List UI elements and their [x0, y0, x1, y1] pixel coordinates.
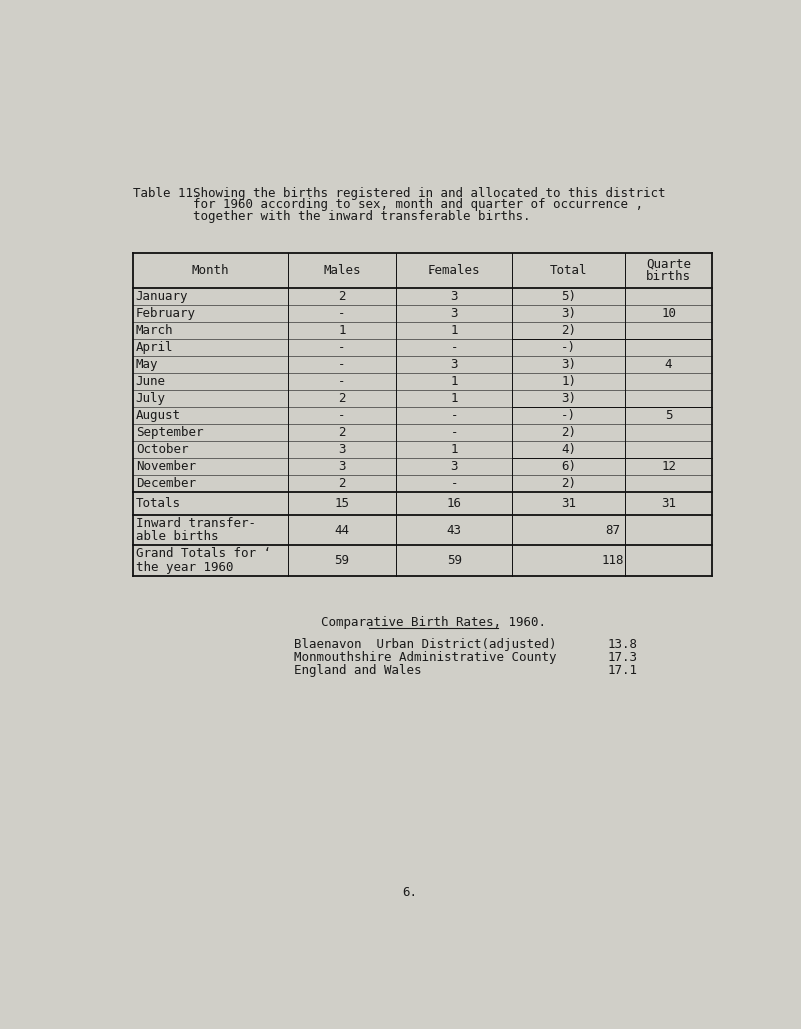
Text: 31: 31	[661, 497, 676, 509]
Text: 4): 4)	[562, 442, 576, 456]
Text: March: March	[136, 324, 173, 338]
Text: January: January	[136, 290, 188, 304]
Text: Monmouthshire Administrative County: Monmouthshire Administrative County	[294, 651, 557, 664]
Text: the year 1960: the year 1960	[136, 561, 233, 574]
Text: 15: 15	[335, 497, 349, 509]
Text: 2): 2)	[562, 476, 576, 490]
Text: 5: 5	[665, 409, 672, 422]
Text: able births: able births	[136, 531, 219, 543]
Text: June: June	[136, 375, 166, 388]
Text: 3: 3	[450, 290, 458, 304]
Text: 5): 5)	[562, 290, 576, 304]
Text: 1: 1	[338, 324, 346, 338]
Text: -: -	[450, 476, 458, 490]
Text: 59: 59	[447, 555, 462, 567]
Text: 10: 10	[661, 308, 676, 320]
Text: 2: 2	[338, 476, 346, 490]
Text: 12: 12	[661, 460, 676, 472]
Text: together with the inward transferable births.: together with the inward transferable bi…	[193, 210, 530, 222]
Text: 1: 1	[450, 442, 458, 456]
Text: 17.1: 17.1	[608, 664, 638, 677]
Text: -: -	[450, 409, 458, 422]
Text: 1): 1)	[562, 375, 576, 388]
Text: 2): 2)	[562, 426, 576, 438]
Text: Males: Males	[323, 264, 360, 277]
Text: 17.3: 17.3	[608, 651, 638, 664]
Text: -: -	[338, 341, 346, 354]
Text: 3: 3	[338, 460, 346, 472]
Text: September: September	[136, 426, 203, 438]
Text: 2: 2	[338, 290, 346, 304]
Text: 3): 3)	[562, 392, 576, 404]
Text: 13.8: 13.8	[608, 638, 638, 650]
Text: April: April	[136, 341, 173, 354]
Text: Quarte: Quarte	[646, 258, 691, 271]
Text: 3: 3	[450, 460, 458, 472]
Text: .: .	[427, 264, 435, 277]
Text: Grand Totals for ‘: Grand Totals for ‘	[136, 547, 271, 561]
Text: 2: 2	[338, 426, 346, 438]
Text: for 1960 according to sex, month and quarter of occurrence ,: for 1960 according to sex, month and qua…	[193, 199, 643, 211]
Text: Total: Total	[549, 264, 587, 277]
Text: Inward transfer-: Inward transfer-	[136, 517, 256, 530]
Text: November: November	[136, 460, 195, 472]
Text: Blaenavon  Urban District(adjusted): Blaenavon Urban District(adjusted)	[294, 638, 557, 650]
Text: -): -)	[562, 409, 576, 422]
Text: October: October	[136, 442, 188, 456]
Text: Table 11.: Table 11.	[133, 186, 200, 200]
Text: July: July	[136, 392, 166, 404]
Text: Comparative Birth Rates, 1960.: Comparative Birth Rates, 1960.	[321, 616, 545, 630]
Text: -: -	[338, 375, 346, 388]
Text: 1: 1	[450, 375, 458, 388]
Text: 6.: 6.	[403, 886, 417, 898]
Text: -): -)	[562, 341, 576, 354]
Text: 2): 2)	[562, 324, 576, 338]
Text: Totals: Totals	[136, 497, 181, 509]
Text: August: August	[136, 409, 181, 422]
Text: Showing the births registered in and allocated to this district: Showing the births registered in and all…	[193, 186, 666, 200]
Text: 1: 1	[450, 392, 458, 404]
Text: -: -	[450, 426, 458, 438]
Text: 1: 1	[450, 324, 458, 338]
Text: -: -	[338, 358, 346, 371]
Text: 3): 3)	[562, 358, 576, 371]
Text: May: May	[136, 358, 159, 371]
Text: Females: Females	[428, 264, 481, 277]
Text: 31: 31	[562, 497, 576, 509]
Text: 6): 6)	[562, 460, 576, 472]
Text: 4: 4	[665, 358, 672, 371]
Text: Month: Month	[191, 264, 229, 277]
Text: 16: 16	[447, 497, 462, 509]
Text: 3: 3	[450, 308, 458, 320]
Text: 3: 3	[338, 442, 346, 456]
Text: -: -	[338, 308, 346, 320]
Text: 3: 3	[450, 358, 458, 371]
Text: 118: 118	[601, 555, 624, 567]
Text: -: -	[338, 409, 346, 422]
Text: England and Wales: England and Wales	[294, 664, 421, 677]
Text: December: December	[136, 476, 195, 490]
Text: 87: 87	[605, 524, 620, 536]
Text: 44: 44	[335, 524, 349, 536]
Text: -: -	[450, 341, 458, 354]
Text: 43: 43	[447, 524, 462, 536]
Text: births: births	[646, 271, 691, 283]
Text: 59: 59	[335, 555, 349, 567]
Text: 2: 2	[338, 392, 346, 404]
Text: February: February	[136, 308, 195, 320]
Text: 3): 3)	[562, 308, 576, 320]
